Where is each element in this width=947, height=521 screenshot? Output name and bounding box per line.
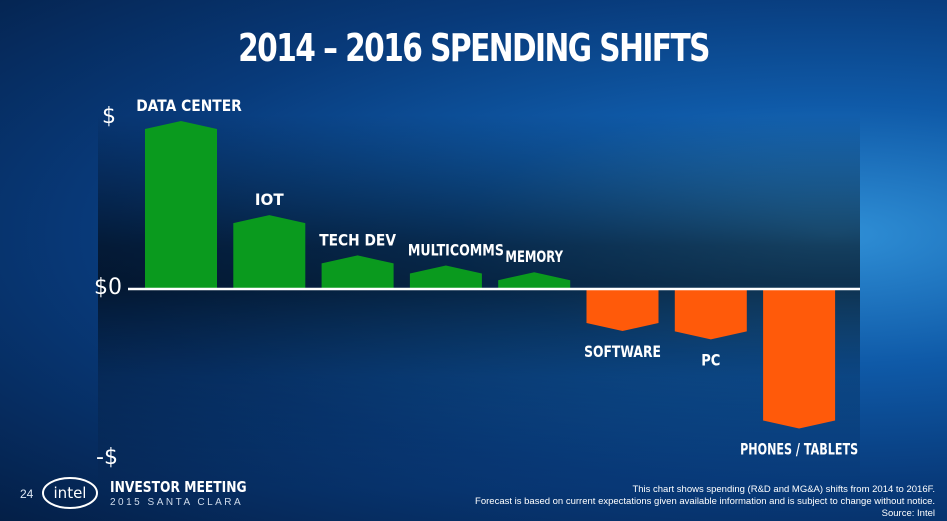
bar-label-multicomms: MULTICOMMS (408, 240, 504, 259)
bar-label-pc: PC (701, 350, 720, 369)
slide-title: 2014 – 2016 SPENDING SHIFTS (238, 26, 710, 70)
page-number: 24 (20, 487, 34, 501)
y-axis-bottom-label: -$ (96, 445, 118, 470)
y-axis-top-label: $ (102, 104, 116, 129)
footnote-line-1: This chart shows spending (R&D and MG&A)… (632, 484, 935, 495)
y-axis-zero-label: $0 (94, 275, 122, 300)
bar-iot (233, 215, 306, 289)
bar-software (586, 289, 659, 331)
bar-phones-tablets (763, 289, 836, 429)
bar-tech-dev (321, 255, 394, 289)
bar-multicomms (409, 265, 482, 289)
bar-label-phones-tablets: PHONES / TABLETS (740, 439, 858, 458)
bar-data-center (145, 121, 217, 289)
footnote-source: Source: Intel (881, 508, 935, 519)
event-subtitle: 2015 SANTA CLARA (110, 497, 244, 508)
intel-logo-text: intel (54, 484, 87, 502)
bar-label-iot: IOT (255, 190, 284, 209)
bar-label-tech-dev: TECH DEV (319, 230, 396, 249)
footnote-line-2: Forecast is based on current expectation… (475, 496, 935, 507)
bar-label-memory: MEMORY (505, 247, 563, 266)
bar-pc (674, 289, 747, 340)
intel-logo: intel (42, 477, 98, 509)
bar-label-data-center: DATA CENTER (136, 96, 242, 115)
bar-memory (498, 272, 571, 289)
event-title: INVESTOR MEETING (110, 478, 247, 496)
bar-label-software: SOFTWARE (584, 342, 661, 361)
